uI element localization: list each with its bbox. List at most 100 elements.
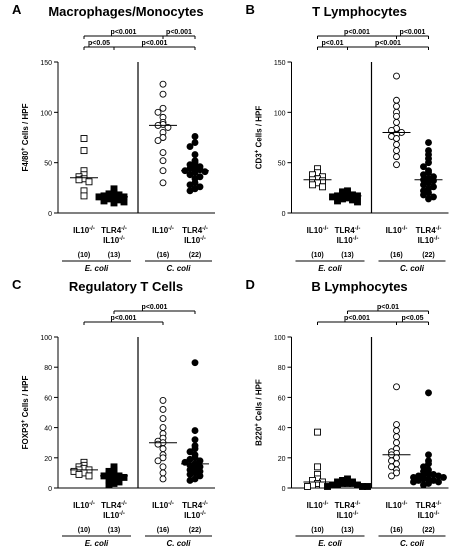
group-n: (16) [390, 252, 402, 259]
data-point [164, 123, 172, 131]
data-point [120, 198, 128, 206]
data-point [186, 476, 194, 484]
y-axis-label-sup: + [21, 147, 27, 151]
y-tick-label: 100 [40, 110, 52, 117]
panel-letter: C [12, 277, 22, 292]
group-label-text: TLR4 [335, 226, 356, 235]
y-tick-label: 100 [40, 335, 52, 342]
p-value-label: p<0.001 [344, 315, 370, 322]
group-label-sup: -/- [119, 511, 125, 517]
panel-d: D B Lymphocytes 0 20 40 60 80 100 B220+ Cells / … [246, 277, 449, 548]
group-label-text: IL10 [418, 511, 435, 520]
data-point [314, 463, 321, 471]
species-label: E. coli [318, 539, 342, 548]
panel-c: C Regulatory T Cells 0 20 40 60 80 100 FOXP3+ Ce… [12, 277, 215, 548]
group-label-line2: IL10-/- [103, 511, 125, 520]
y-tick-label: 0 [48, 211, 52, 218]
data-point [314, 428, 321, 436]
data-point [393, 383, 400, 391]
data-point [420, 181, 427, 189]
group-label-text: IL10 [337, 236, 354, 245]
data-point [186, 448, 194, 456]
data-point [309, 181, 316, 189]
y-tick-label: 0 [282, 486, 286, 493]
data-point [393, 72, 400, 80]
data-point [393, 135, 400, 142]
group-n: (10) [78, 527, 90, 534]
group-label-sup: -/- [202, 226, 208, 232]
data-point [75, 176, 83, 184]
y-tick-label: 20 [44, 456, 52, 463]
data-point [159, 134, 167, 141]
data-point [159, 90, 167, 98]
p-value-label: p<0.01 [322, 40, 344, 47]
p-value-label: p<0.001 [142, 40, 168, 47]
group-label-line2: IL10-/- [418, 236, 440, 245]
group-label: TLR4-/- [416, 226, 442, 235]
group-label-text: IL10 [184, 511, 201, 520]
group-label-text: IL10 [184, 236, 201, 245]
data-point [191, 359, 199, 367]
group-label-text: IL10 [103, 236, 120, 245]
data-point [435, 478, 442, 486]
data-point [85, 178, 93, 186]
group-label-line2: IL10-/- [103, 236, 125, 245]
data-point [410, 478, 417, 486]
group-label-sup: -/- [119, 236, 125, 242]
data-point [154, 108, 162, 116]
group-label: IL10-/- [73, 501, 95, 510]
p-value-label: p<0.01 [377, 304, 399, 311]
panel-title: Regulatory T Cells [69, 279, 183, 294]
group-label: TLR4-/- [335, 501, 361, 510]
data-point [75, 470, 83, 478]
data-point [393, 427, 400, 435]
data-point [425, 139, 432, 146]
data-point [440, 473, 447, 481]
data-point [110, 199, 118, 207]
data-point [154, 137, 162, 144]
y-tick-label: 50 [278, 161, 286, 168]
group-label-text: IL10 [307, 501, 324, 510]
group-label-text: TLR4 [416, 226, 437, 235]
data-point [159, 406, 167, 413]
group-n: (10) [311, 527, 323, 534]
y-axis-label-sup: + [21, 419, 27, 423]
data-point [159, 424, 167, 432]
group-label-sup: -/- [168, 501, 174, 507]
species-label: C. coli [400, 264, 425, 273]
group-label-text: IL10 [386, 501, 403, 510]
group-label: IL10-/- [152, 226, 174, 235]
group-label-text: IL10 [152, 501, 169, 510]
y-axis-label-rest: Cells / HPF [21, 103, 30, 147]
group-label-sup: -/- [89, 226, 95, 232]
group-label-sup: -/- [323, 501, 329, 507]
data-point [159, 104, 167, 112]
group-label-sup: -/- [353, 236, 359, 242]
group-label: IL10-/- [152, 501, 174, 510]
p-value-label: p<0.001 [400, 29, 426, 36]
data-point [393, 161, 400, 169]
panel-a: A Macrophages/Monocytes 0 50 100 150 F4/80+ Ce… [12, 2, 215, 273]
data-point [186, 187, 194, 195]
data-point [201, 168, 209, 176]
group-label: IL10-/- [307, 226, 329, 235]
group-n: (22) [189, 527, 201, 534]
group-label-text: IL10 [73, 501, 90, 510]
group-label: IL10-/- [386, 501, 408, 510]
group-n: (22) [422, 527, 434, 534]
y-axis-label-rest: Cells / HPF [255, 379, 264, 423]
group-label-text: IL10 [337, 511, 354, 520]
group-label: TLR4-/- [101, 226, 127, 235]
group-label-sup: -/- [353, 511, 359, 517]
data-point [186, 171, 194, 179]
data-point [80, 135, 88, 142]
y-axis-label: CD3+ Cells / HPF [255, 106, 264, 170]
group-label-line2: IL10-/- [418, 511, 440, 520]
group-label: TLR4-/- [335, 226, 361, 235]
data-point [196, 472, 204, 480]
data-point [329, 193, 336, 201]
y-tick-label: 0 [48, 486, 52, 493]
y-axis-label: F4/80+ Cells / HPF [21, 103, 30, 171]
data-point [425, 451, 432, 459]
group-label-sup: -/- [434, 236, 440, 242]
